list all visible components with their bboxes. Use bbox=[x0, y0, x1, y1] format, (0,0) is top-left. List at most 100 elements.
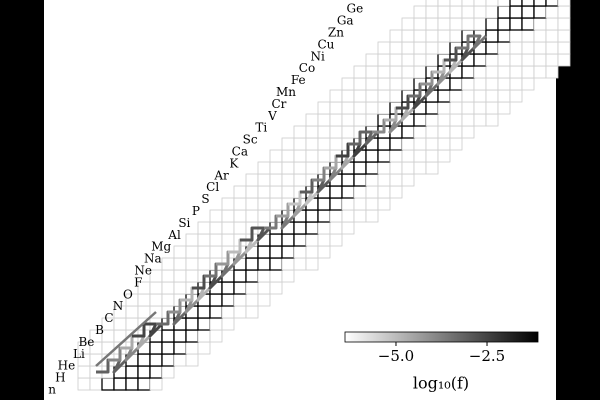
nuclide-cell bbox=[317, 233, 331, 247]
nuclide-cell bbox=[233, 269, 247, 283]
nuclide-cell bbox=[557, 0, 571, 7]
nuclide-cell bbox=[221, 305, 235, 319]
nuclide-cell bbox=[425, 17, 439, 31]
nuclide-cell bbox=[437, 17, 451, 31]
nuclide-cell bbox=[173, 341, 187, 355]
nuclide-cell bbox=[533, 17, 547, 31]
nuclide-cell bbox=[497, 17, 511, 31]
element-label: Ga bbox=[337, 14, 354, 28]
nuclide-cell bbox=[161, 365, 175, 379]
nuclide-cell bbox=[449, 125, 463, 139]
element-label: O bbox=[123, 287, 133, 301]
nuclide-cell bbox=[509, 53, 523, 67]
nuclide-cell bbox=[365, 53, 379, 67]
nuclide-cell bbox=[173, 281, 187, 295]
nuclide-cell bbox=[521, 77, 535, 91]
nuclide-cell bbox=[185, 233, 199, 247]
nuclide-cell bbox=[305, 161, 319, 175]
nuclide-cell bbox=[293, 173, 307, 187]
nuclide-cell bbox=[125, 365, 139, 379]
flow-arrow bbox=[95, 311, 157, 367]
nuclide-cell bbox=[209, 329, 223, 343]
nuclide-cell bbox=[137, 305, 151, 319]
nuclide-cell bbox=[377, 65, 391, 79]
nuclide-cell bbox=[437, 89, 451, 103]
nuclide-cell bbox=[533, 29, 547, 43]
nuclide-cell bbox=[197, 305, 211, 319]
nuclide-cell bbox=[293, 257, 307, 271]
nuclide-cell bbox=[341, 221, 355, 235]
nuclide-cell bbox=[473, 101, 487, 115]
nuclide-cell bbox=[365, 65, 379, 79]
element-labels: nHHeLiBeBCNOFNeNaMgAlSiPSClArKCaScTiVCrM… bbox=[48, 2, 363, 397]
nuclide-cell bbox=[257, 245, 271, 259]
nuclide-cell bbox=[413, 161, 427, 175]
nuclide-cell bbox=[353, 113, 367, 127]
nuclide-cell bbox=[461, 65, 475, 79]
nuclide-cell bbox=[233, 209, 247, 223]
nuclide-cell bbox=[473, 53, 487, 67]
nuclide-cell bbox=[209, 209, 223, 223]
nuclide-cell bbox=[449, 29, 463, 43]
nuclide-cell bbox=[365, 173, 379, 187]
element-label: Si bbox=[178, 216, 190, 230]
nuclide-cell bbox=[353, 173, 367, 187]
nuclide-cell bbox=[257, 185, 271, 199]
nuclide-cell bbox=[197, 257, 211, 271]
nuclide-cell bbox=[509, 0, 523, 7]
nuclide-cell bbox=[425, 113, 439, 127]
colorbar-gradient bbox=[344, 331, 539, 343]
nuclide-cell bbox=[401, 161, 415, 175]
nuclide-cell bbox=[161, 341, 175, 355]
nuclide-cell bbox=[305, 125, 319, 139]
element-label: Zn bbox=[328, 26, 344, 40]
nuclide-cell bbox=[209, 245, 223, 259]
element-label: Ca bbox=[232, 145, 248, 159]
nuclide-cell bbox=[245, 197, 259, 211]
nuclide-cell bbox=[509, 77, 523, 91]
element-label: Al bbox=[167, 228, 181, 242]
nuclide-cell bbox=[185, 257, 199, 271]
nuclide-cell bbox=[425, 101, 439, 115]
element-label: F bbox=[134, 275, 142, 289]
nuclide-cell bbox=[269, 185, 283, 199]
element-label: P bbox=[192, 204, 200, 218]
nuclide-cell bbox=[365, 77, 379, 91]
nuclide-cell bbox=[293, 233, 307, 247]
nuclide-cell bbox=[461, 89, 475, 103]
nuclide-cell bbox=[353, 209, 367, 223]
element-label: Cl bbox=[206, 180, 219, 194]
element-label: Sc bbox=[243, 133, 258, 147]
nuclide-cell bbox=[161, 269, 175, 283]
nuclide-cell bbox=[245, 185, 259, 199]
nuclide-cell bbox=[545, 65, 559, 79]
nuclide-cell bbox=[509, 41, 523, 55]
nuclide-cell bbox=[221, 281, 235, 295]
nuclide-cell bbox=[329, 137, 343, 151]
nuclide-cell bbox=[293, 245, 307, 259]
nuclide-cell bbox=[365, 113, 379, 127]
nuclide-cell bbox=[497, 53, 511, 67]
nuclide-cell bbox=[77, 377, 91, 391]
nuclide-cell bbox=[413, 65, 427, 79]
nuclide-cell bbox=[389, 185, 403, 199]
nuclide-cell bbox=[401, 65, 415, 79]
nuclide-cell bbox=[485, 5, 499, 19]
nuclide-cell bbox=[209, 221, 223, 235]
nuclide-cell bbox=[329, 233, 343, 247]
nuclide-cell bbox=[485, 77, 499, 91]
nuclide-cell bbox=[425, 29, 439, 43]
nuclide-cell bbox=[365, 197, 379, 211]
nuclide-cell bbox=[545, 53, 559, 67]
element-label: Be bbox=[78, 335, 94, 349]
nuclide-cell bbox=[137, 377, 151, 391]
nuclide-cell bbox=[233, 197, 247, 211]
nuclide-cell bbox=[437, 149, 451, 163]
nuclide-cell bbox=[269, 173, 283, 187]
nuclide-cell bbox=[425, 137, 439, 151]
nuclide-cell bbox=[113, 377, 127, 391]
nuclide-cell bbox=[473, 0, 487, 7]
nuclide-cell bbox=[377, 89, 391, 103]
nuclide-cell bbox=[473, 113, 487, 127]
nuclide-cell bbox=[209, 233, 223, 247]
